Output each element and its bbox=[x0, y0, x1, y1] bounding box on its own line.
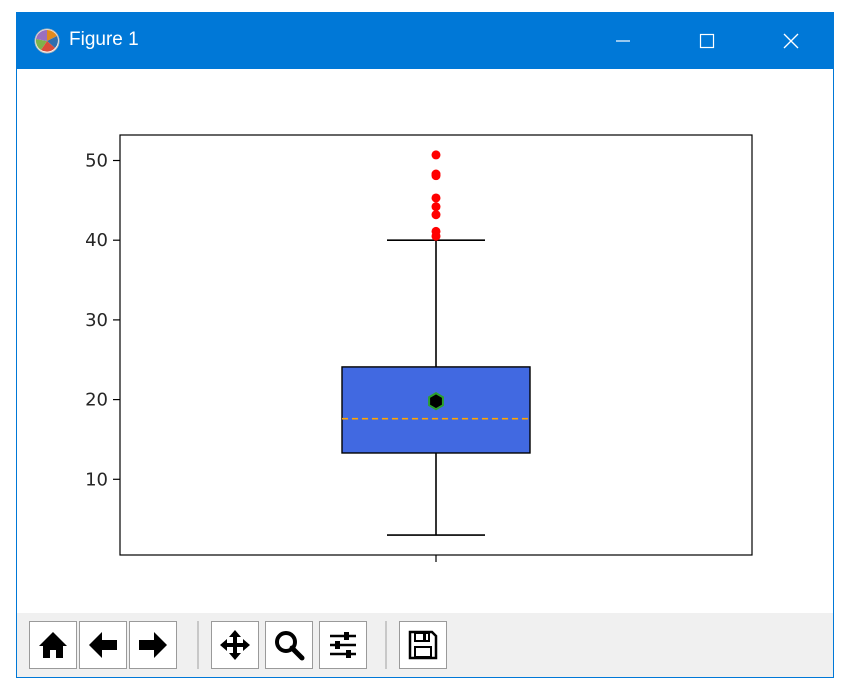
save-icon bbox=[408, 630, 438, 660]
forward-arrow-icon bbox=[139, 632, 167, 658]
y-tick-label: 40 bbox=[85, 230, 108, 251]
minimize-button[interactable] bbox=[581, 13, 665, 69]
y-tick-label: 10 bbox=[85, 469, 108, 490]
configure-subplots-icon bbox=[330, 632, 356, 658]
outlier-point bbox=[431, 169, 441, 179]
minimize-icon bbox=[616, 40, 630, 42]
save-button[interactable] bbox=[399, 621, 447, 669]
zoom-button[interactable] bbox=[265, 621, 313, 669]
configure-subplots-button[interactable] bbox=[319, 621, 367, 669]
pan-button[interactable] bbox=[211, 621, 259, 669]
pan-icon bbox=[220, 630, 250, 660]
box-plot: 10 20 30 40 50 bbox=[85, 134, 753, 562]
y-tick-label: 50 bbox=[85, 151, 108, 172]
outlier-point bbox=[431, 202, 441, 212]
outlier-point bbox=[431, 150, 441, 160]
y-axis: 10 20 30 40 50 bbox=[85, 151, 120, 490]
matplotlib-logo-icon bbox=[34, 28, 60, 54]
back-button[interactable] bbox=[79, 621, 127, 669]
figure-canvas[interactable]: 10 20 30 40 50 bbox=[17, 69, 833, 613]
close-icon bbox=[783, 33, 799, 49]
home-icon bbox=[39, 632, 67, 658]
close-button[interactable] bbox=[749, 13, 833, 69]
title-bar[interactable]: Figure 1 bbox=[17, 13, 833, 69]
y-tick-label: 30 bbox=[85, 310, 108, 331]
navigation-toolbar bbox=[17, 613, 833, 677]
maximize-button[interactable] bbox=[665, 13, 749, 69]
mean-marker bbox=[428, 392, 444, 411]
back-arrow-icon bbox=[89, 632, 117, 658]
outlier-point bbox=[431, 210, 441, 220]
home-button[interactable] bbox=[29, 621, 77, 669]
toolbar-separator bbox=[385, 621, 387, 669]
outlier-point bbox=[431, 193, 441, 203]
forward-button[interactable] bbox=[129, 621, 177, 669]
toolbar-separator bbox=[197, 621, 199, 669]
box-series bbox=[341, 150, 531, 536]
maximize-icon bbox=[699, 33, 715, 49]
zoom-icon bbox=[275, 631, 305, 661]
outlier-point bbox=[431, 226, 441, 236]
window-title: Figure 1 bbox=[69, 29, 139, 50]
figure-window: Figure 1 10 20 30 40 50 bbox=[16, 12, 834, 678]
y-tick-label: 20 bbox=[85, 390, 108, 411]
